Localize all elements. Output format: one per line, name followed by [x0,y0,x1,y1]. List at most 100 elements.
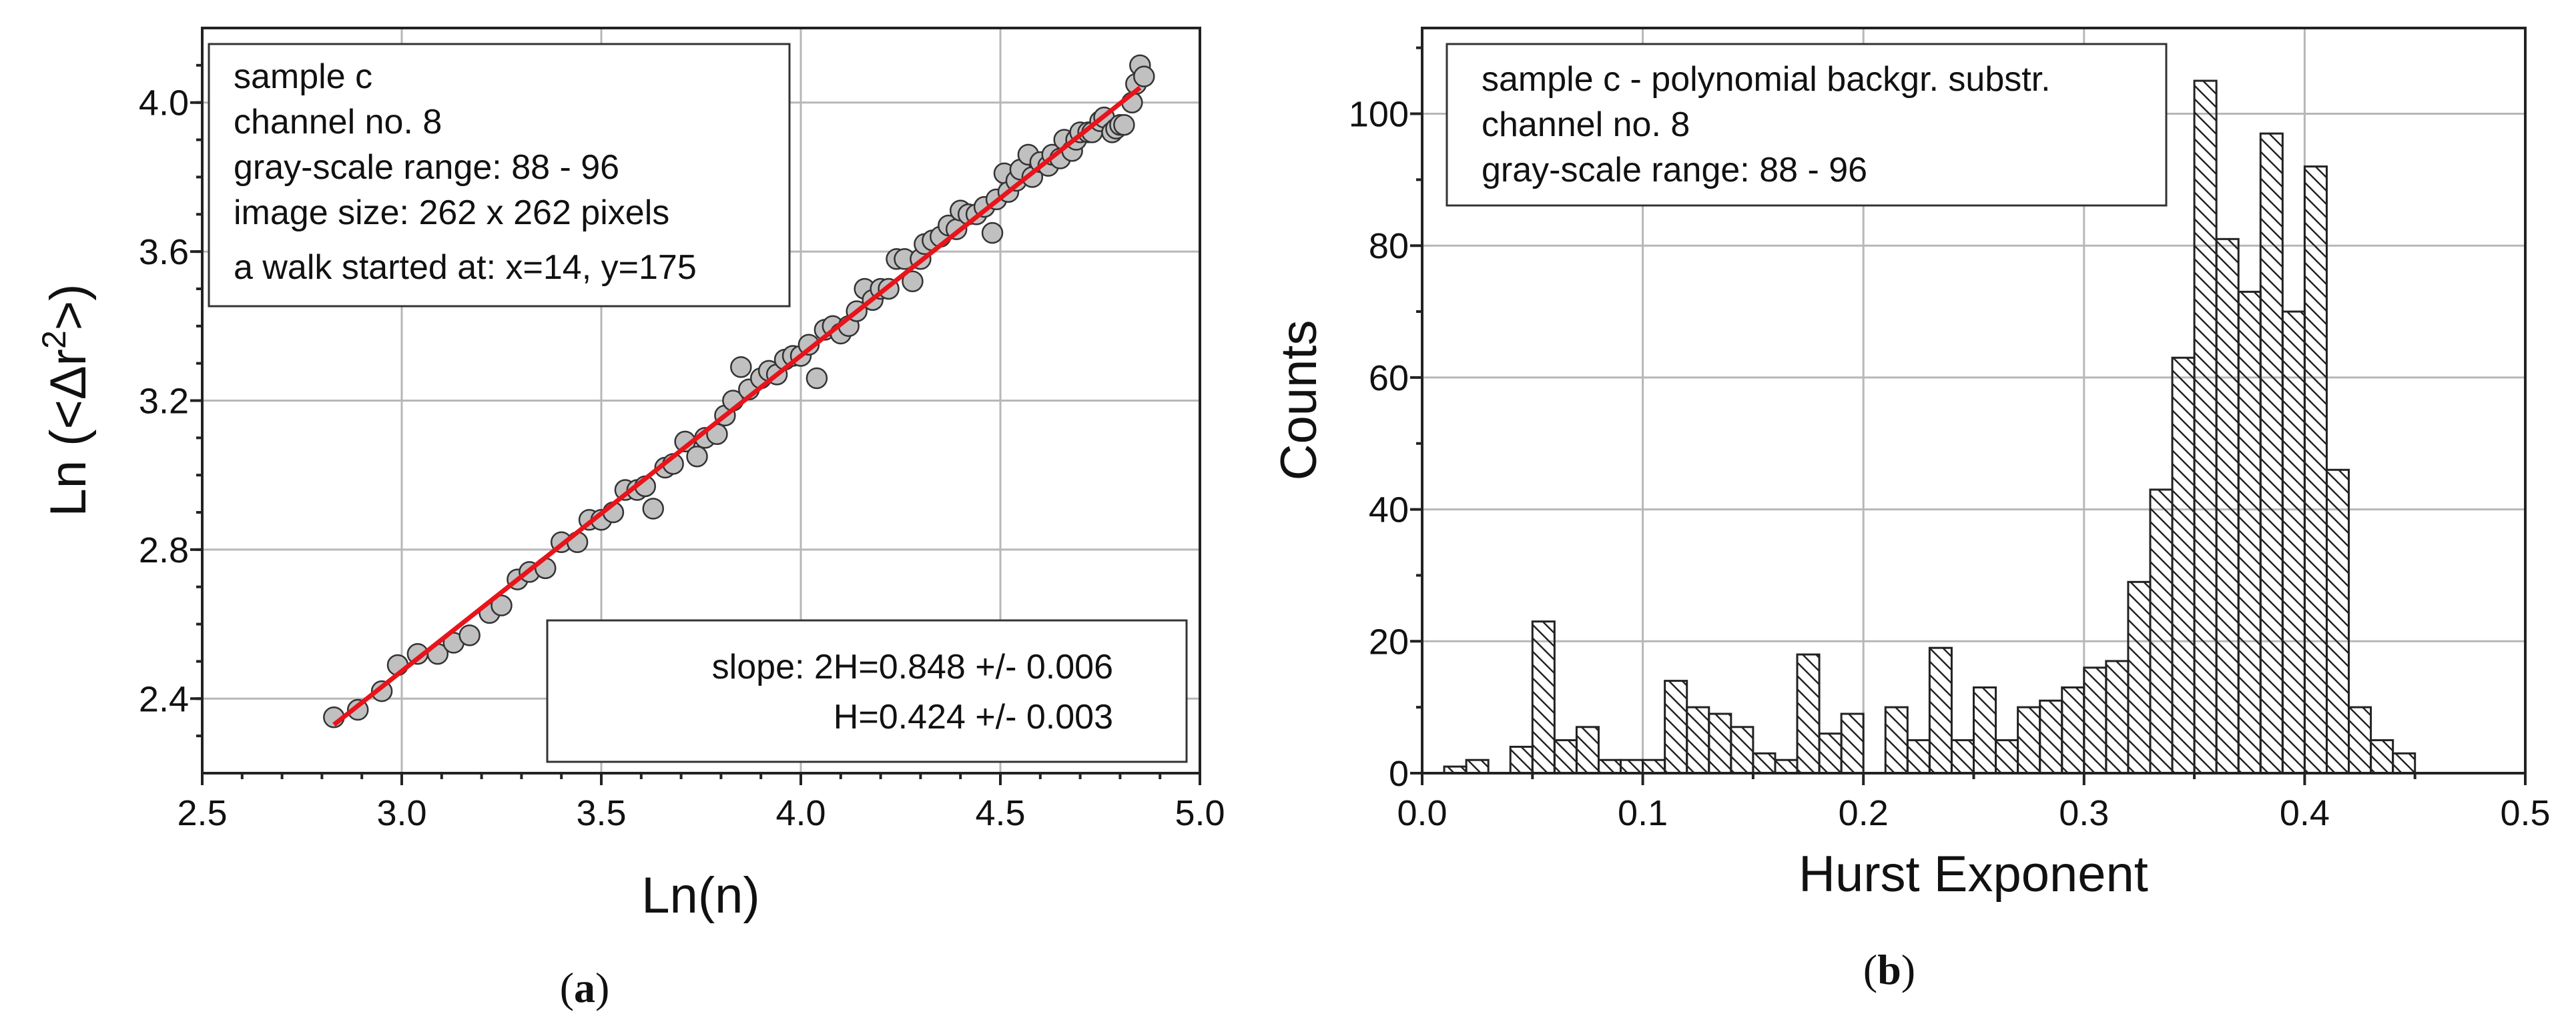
histogram-bar [2325,468,2350,774]
x-tick-label: 0.0 [1397,793,1447,833]
x-axis-label: Ln(n) [641,867,759,924]
histogram-bar [2193,79,2218,774]
histogram-bar [2105,660,2130,774]
x-tick-label: 0.4 [2280,793,2330,833]
histogram-bar [1928,646,1953,774]
info-line: sample c [234,57,372,96]
histogram-bar [2171,356,2196,774]
y-tick-labels: 0 20 40 60 80 100 [1349,95,1409,794]
y-tick-label: 80 [1369,226,1409,266]
data-point [730,356,752,378]
histogram-bar [1509,745,1534,774]
x-tick-labels: 0.0 0.1 0.2 0.3 0.4 0.5 [1397,793,2550,833]
histogram-bar [1664,680,1688,774]
histogram-bar [2348,706,2372,774]
info-line: channel no. 8 [1482,105,1690,144]
histogram-bar [1995,739,2019,774]
fit-line [332,85,1142,727]
histogram-bar [2127,580,2152,774]
x-tick-label: 3.0 [376,793,426,833]
histogram-bar [1597,758,1622,774]
y-tick-label: 100 [1349,95,1409,135]
histogram-bar [1840,712,1865,774]
y-tick-label: 3.6 [139,232,189,272]
info-line: a walk started at: x=14, y=175 [234,248,697,287]
histogram-bar [1752,752,1777,774]
x-tick-label: 0.2 [1839,793,1889,833]
histogram-bar [1884,706,1909,774]
slope-line: slope: 2H=0.848 +/- 0.006 [712,648,1113,686]
histogram-bar [2039,699,2063,774]
y-tick-label: 4.0 [139,83,189,123]
histogram-bar [2017,706,2041,774]
x-tick-label: 4.5 [975,793,1025,833]
slope-box: slope: 2H=0.848 +/- 0.006 H=0.424 +/- 0.… [546,619,1188,763]
info-line: sample c - polynomial backgr. substr. [1482,60,2051,99]
x-tick-label: 3.5 [576,793,626,833]
histogram-bar [2083,666,2108,774]
x-tick-label: 2.5 [177,793,227,833]
info-line: gray-scale range: 88 - 96 [234,148,619,187]
axis-ticks [190,63,1201,785]
histogram-bar [2215,237,2240,774]
y-axis-label: Counts [1271,320,1327,481]
data-point [1133,65,1155,87]
info-line: channel no. 8 [234,103,442,141]
data-point [902,270,924,293]
y-tick-label: 60 [1369,358,1409,398]
histogram-bar [1796,653,1821,774]
y-axis-label: Ln (<Δr2>) [35,284,97,517]
y-tick-label: 0 [1389,754,1409,794]
y-tick-label: 2.8 [139,530,189,570]
info-box: sample c channel no. 8 gray-scale range:… [208,43,791,308]
histogram-bar [2392,752,2417,774]
x-tick-labels: 2.5 3.0 3.5 4.0 4.5 5.0 [177,793,1225,833]
info-box: sample c - polynomial backgr. substr. ch… [1445,43,2168,207]
data-point [797,334,820,356]
x-axis-label: Hurst Exponent [1799,846,2148,903]
data-point [458,624,480,646]
histogram-bar [2149,488,2174,774]
histogram-bar [1818,732,1843,774]
info-line: image size: 262 x 262 pixels [234,193,669,232]
histogram-bar [2061,686,2085,774]
panel-label-a: (a) [560,964,610,1011]
y-tick-label: 3.2 [139,382,189,422]
histogram-bar [1686,706,1710,774]
histogram-bar [1575,726,1600,774]
panel-b: 0.0 0.1 0.2 0.3 0.4 0.5 0 20 40 60 80 10… [1271,27,2551,993]
histogram-bar [2370,739,2394,774]
histogram-bar [1730,726,1754,774]
histogram-bar [1950,739,1975,774]
histogram-bar [1531,620,1556,774]
histogram-bar [1465,758,1490,774]
info-line: gray-scale range: 88 - 96 [1482,151,1867,189]
data-point [981,221,1004,244]
data-point [491,594,513,616]
histogram-bar [1973,686,1997,774]
histogram-bar [2281,310,2306,774]
data-point [642,498,664,520]
slope-line: H=0.424 +/- 0.003 [834,698,1113,736]
x-tick-label: 4.0 [775,793,826,833]
panel-a: 2.5 3.0 3.5 4.0 4.5 5.0 2.4 2.8 3.2 3.6 … [35,27,1225,1011]
data-point [1113,113,1135,136]
histogram-bar [1708,712,1732,774]
histogram-bar [2237,290,2262,774]
x-tick-label: 0.5 [2500,793,2550,833]
axis-ticks [1410,46,2527,785]
y-tick-label: 20 [1369,622,1409,662]
y-tick-label: 40 [1369,490,1409,530]
panel-label-b: (b) [1863,946,1915,993]
histogram-bar [1774,758,1799,774]
histogram-bar [2259,132,2284,774]
data-point [686,446,708,468]
histogram-bar [2303,165,2328,774]
data-point [370,680,393,702]
histogram-bar [1642,758,1666,774]
y-tick-labels: 2.4 2.8 3.2 3.6 4.0 [139,83,189,720]
y-tick-label: 2.4 [139,679,189,719]
histogram-bars [1443,79,2417,774]
histogram-bar [1620,758,1644,774]
